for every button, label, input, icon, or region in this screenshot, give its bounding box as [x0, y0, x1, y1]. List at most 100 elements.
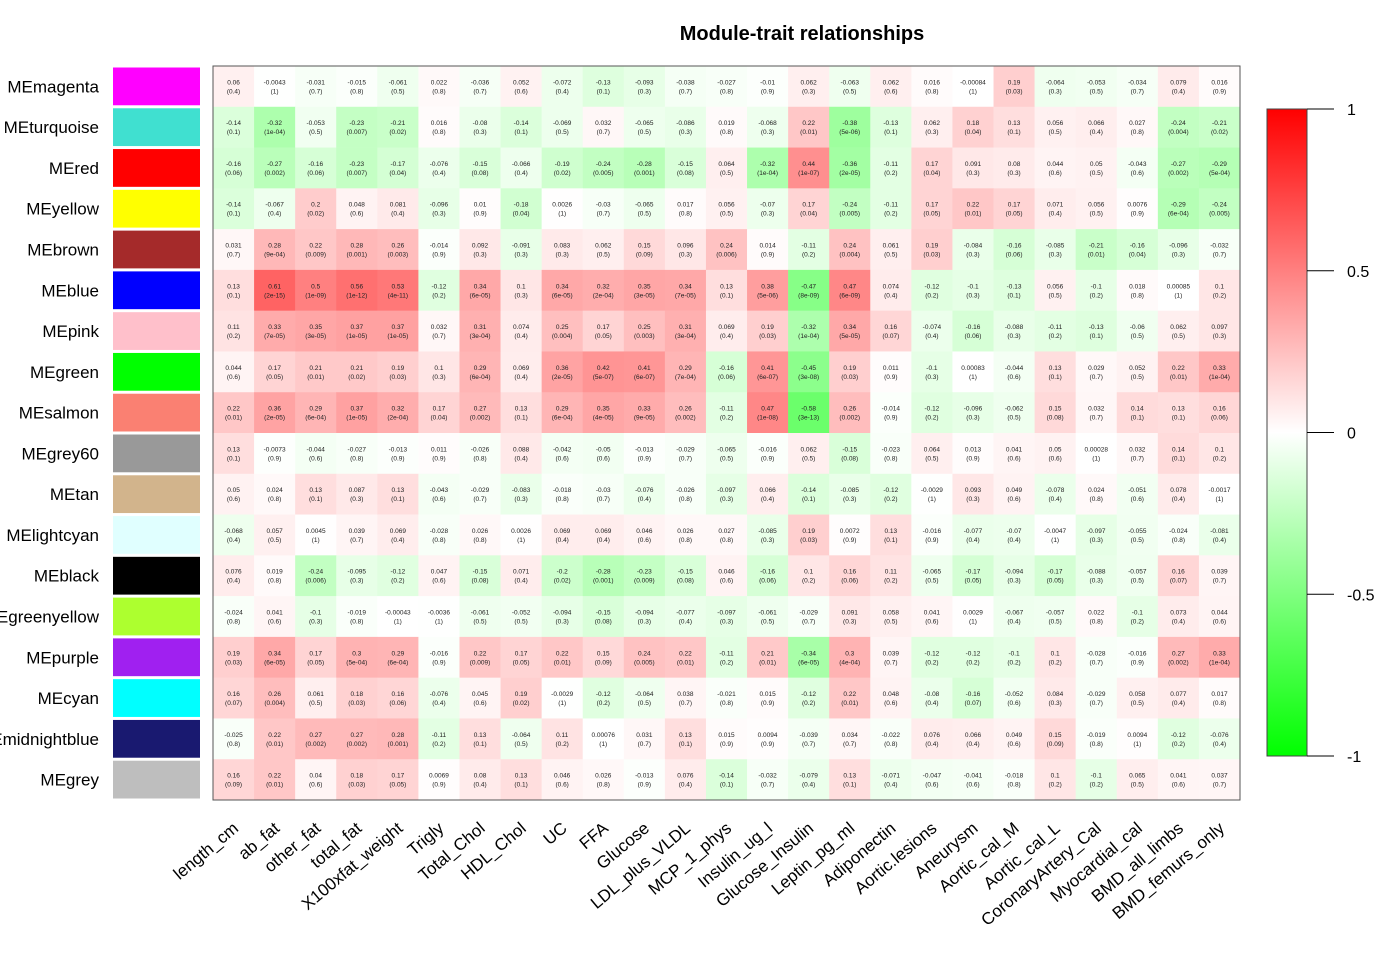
cell-correlation-label: 0.027: [718, 528, 735, 535]
heatmap-cell: [623, 636, 666, 678]
cell-pvalue-label: (0.3): [966, 292, 979, 299]
cell-pvalue-label: (0.8): [720, 88, 733, 95]
heatmap-cell: [870, 718, 912, 760]
cell-correlation-label: 0.1: [434, 365, 443, 372]
cell-pvalue-label: (0.5): [720, 455, 733, 462]
cell-pvalue-label: (0.03): [348, 782, 365, 789]
cell-pvalue-label: (0.1): [884, 537, 897, 544]
heatmap-cell: [747, 718, 789, 760]
cell-pvalue-label: (0.01): [800, 129, 817, 136]
cell-correlation-label: -0.093: [635, 79, 654, 86]
cell-pvalue-label: (0.8): [720, 129, 733, 136]
cell-pvalue-label: (0.3): [966, 496, 979, 503]
heatmap-cell: [418, 718, 460, 760]
heatmap-cell: [705, 596, 748, 638]
cell-pvalue-label: (0.4): [884, 292, 897, 299]
cell-correlation-label: -0.14: [719, 773, 734, 780]
cell-correlation-label: 0.26: [392, 243, 405, 250]
cell-pvalue-label: (6e-05): [470, 292, 491, 299]
heatmap-cell: [829, 351, 871, 393]
cell-correlation-label: 0.026: [677, 528, 694, 535]
cell-correlation-label: -0.1: [967, 283, 979, 290]
heatmap-cell: [664, 555, 707, 597]
heatmap-cell: [623, 759, 666, 801]
cell-correlation-label: 0.056: [1088, 202, 1105, 209]
heatmap-cell: [1198, 147, 1241, 189]
heatmap-cell: [705, 514, 748, 556]
heatmap-cell: [993, 596, 1035, 638]
cell-correlation-label: -0.32: [760, 161, 775, 168]
cell-correlation-label: -0.15: [473, 569, 488, 576]
cell-pvalue-label: (1): [969, 374, 977, 381]
cell-pvalue-label: (0.2): [1007, 659, 1020, 666]
heatmap-cell: [870, 310, 912, 352]
heatmap-cell: [747, 514, 789, 556]
heatmap-cell: [459, 433, 501, 475]
heatmap-cell: [541, 555, 584, 597]
heatmap-cell: [336, 636, 378, 678]
cell-pvalue-label: (0.9): [432, 659, 445, 666]
heatmap-cell: [870, 596, 912, 638]
heatmap-cell: [418, 433, 460, 475]
heatmap-cell: [213, 351, 255, 393]
cell-correlation-label: 0.13: [884, 528, 897, 535]
row-label: MEpurple: [26, 648, 99, 667]
cell-pvalue-label: (0.003): [634, 333, 655, 340]
cell-correlation-label: -0.065: [717, 446, 736, 453]
heatmap-cell: [295, 555, 337, 597]
cell-pvalue-label: (0.5): [1131, 700, 1144, 707]
cell-pvalue-label: (0.2): [1048, 659, 1061, 666]
module-swatch-MEbrown: [113, 230, 200, 269]
heatmap-cell: [418, 636, 460, 678]
cell-pvalue-label: (0.05): [389, 782, 406, 789]
heatmap-cell: [213, 759, 255, 801]
cell-pvalue-label: (5e-04): [1209, 170, 1230, 177]
cell-pvalue-label: (6e-07): [634, 374, 655, 381]
cell-pvalue-label: (0.4): [966, 741, 979, 748]
cell-correlation-label: 0.34: [843, 324, 856, 331]
cell-pvalue-label: (0.002): [1168, 659, 1189, 666]
cell-correlation-label: -0.069: [553, 120, 572, 127]
cell-pvalue-label: (0.5): [1090, 170, 1103, 177]
heatmap-cell: [623, 66, 666, 108]
cell-correlation-label: 0.076: [677, 773, 694, 780]
heatmap-cell: [459, 66, 501, 108]
cell-correlation-label: 0.28: [392, 732, 405, 739]
cell-correlation-label: 0.1: [1051, 650, 1060, 657]
cell-pvalue-label: (0.06): [389, 700, 406, 707]
cell-correlation-label: -0.16: [966, 324, 981, 331]
cell-correlation-label: -0.018: [553, 487, 572, 494]
cell-pvalue-label: (0.6): [1007, 700, 1020, 707]
cell-correlation-label: -0.12: [1171, 732, 1186, 739]
cell-pvalue-label: (0.2): [391, 578, 404, 585]
cell-correlation-label: -0.13: [883, 120, 898, 127]
heatmap-cell: [993, 473, 1035, 515]
cell-correlation-label: 0.19: [761, 324, 774, 331]
cell-correlation-label: 0.17: [515, 650, 528, 657]
cell-pvalue-label: (0.002): [470, 415, 491, 422]
cell-correlation-label: 0.048: [349, 202, 366, 209]
heatmap-cell: [952, 759, 994, 801]
heatmap-cell: [377, 188, 419, 230]
cell-correlation-label: 0.19: [926, 243, 939, 250]
cell-pvalue-label: (0.5): [1131, 578, 1144, 585]
cell-correlation-label: 0.032: [1088, 406, 1105, 413]
cell-correlation-label: 0.35: [597, 406, 610, 413]
cell-pvalue-label: (1): [1051, 537, 1059, 544]
cell-pvalue-label: (0.009): [634, 578, 655, 585]
cell-pvalue-label: (0.002): [839, 415, 860, 422]
cell-pvalue-label: (0.2): [884, 211, 897, 218]
heatmap-cell: [541, 392, 584, 434]
cell-pvalue-label: (0.8): [679, 211, 692, 218]
cell-correlation-label: 0.015: [718, 732, 735, 739]
cell-pvalue-label: (0.9): [884, 415, 897, 422]
cell-correlation-label: 0.088: [513, 446, 530, 453]
cell-correlation-label: 0.21: [309, 365, 322, 372]
cell-correlation-label: 0.47: [761, 406, 774, 413]
heatmap-cell: [1116, 229, 1159, 271]
cell-pvalue-label: (0.1): [679, 741, 692, 748]
cell-correlation-label: -0.067: [1005, 610, 1024, 617]
cell-correlation-label: -0.057: [1128, 569, 1147, 576]
cell-pvalue-label: (0.5): [638, 211, 651, 218]
heatmap-cell: [459, 229, 501, 271]
